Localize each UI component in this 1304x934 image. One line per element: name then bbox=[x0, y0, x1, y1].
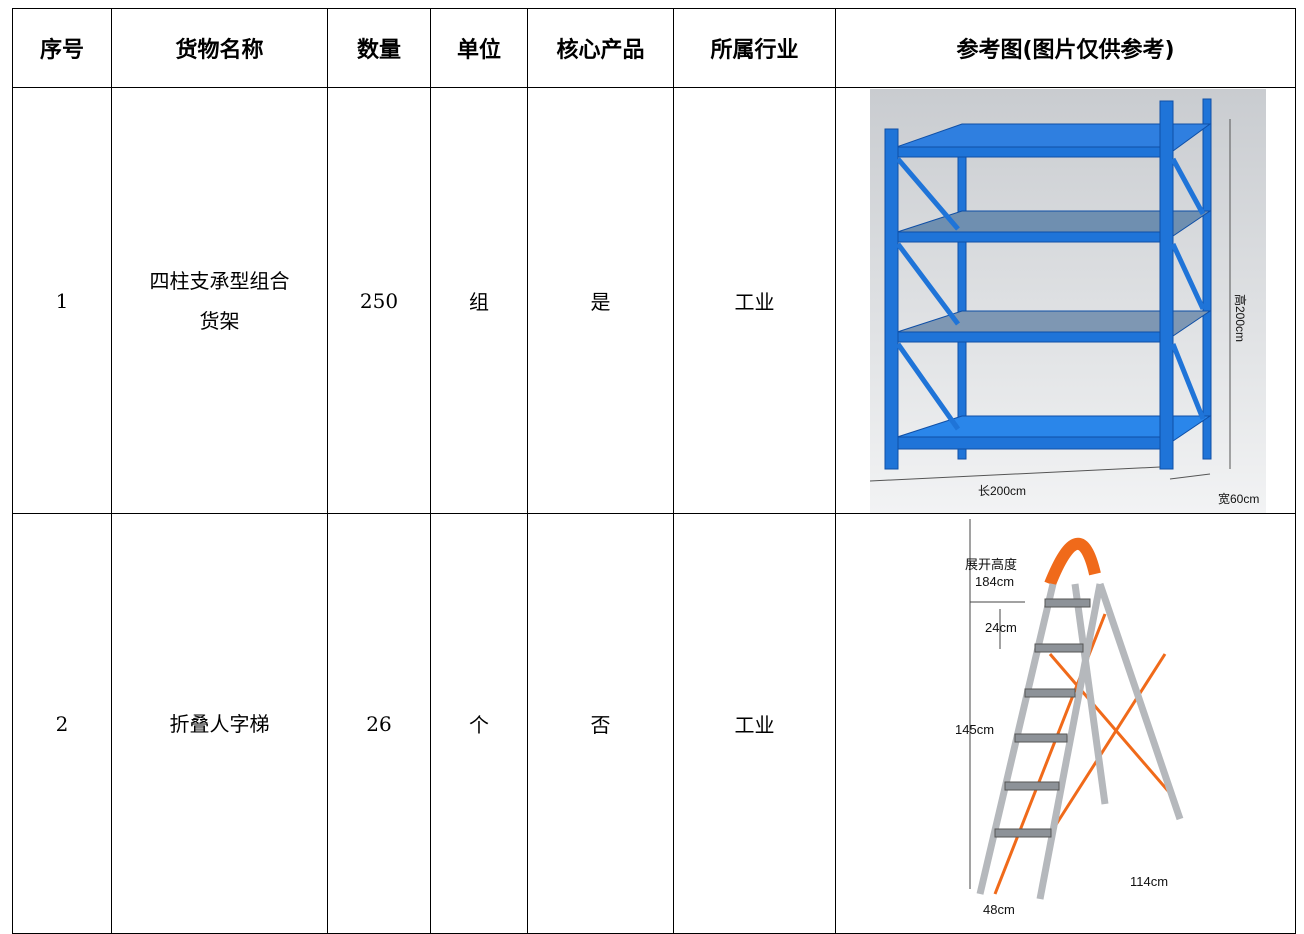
page: 序号 货物名称 数量 单位 核心产品 所属行业 参考图(图片仅供参考) 1 四柱… bbox=[12, 8, 1296, 934]
cell: 26 bbox=[327, 513, 431, 934]
header-cell: 序号 bbox=[12, 8, 112, 88]
dimension-label: 长200cm bbox=[978, 484, 1026, 498]
ladder-image: 展开高度 184cm 24cm 145cm 114cm 48cm bbox=[955, 519, 1184, 914]
header-row: 序号 货物名称 数量 单位 核心产品 所属行业 参考图(图片仅供参考) bbox=[12, 8, 1296, 88]
cell: 250 bbox=[327, 87, 431, 514]
dimension-label: 184cm bbox=[975, 574, 1014, 589]
header-cell: 货物名称 bbox=[111, 8, 328, 88]
shelf-image: 长200cm 宽60cm 高200cm bbox=[870, 88, 1266, 513]
dimension-label: 114cm bbox=[1130, 874, 1168, 889]
dimension-label: 宽60cm bbox=[1218, 491, 1259, 506]
cell: 折叠人字梯 bbox=[111, 513, 328, 934]
cell: 否 bbox=[527, 513, 674, 934]
cell: 是 bbox=[527, 87, 674, 514]
cell: 个 bbox=[430, 513, 528, 934]
table-row: 1 四柱支承型组合货架 250 组 是 工业 bbox=[12, 87, 1296, 514]
dimension-label: 24cm bbox=[985, 620, 1017, 635]
cell: 2 bbox=[12, 513, 112, 934]
goods-table: 序号 货物名称 数量 单位 核心产品 所属行业 参考图(图片仅供参考) 1 四柱… bbox=[12, 8, 1296, 934]
dimension-label: 展开高度 bbox=[965, 557, 1017, 572]
cell: 1 bbox=[12, 87, 112, 514]
dimension-label: 145cm bbox=[955, 722, 994, 737]
cell-text: 四柱支承型组合货架 bbox=[149, 268, 290, 333]
image-cell: 展开高度 184cm 24cm 145cm 114cm 48cm bbox=[835, 513, 1296, 934]
header-cell: 数量 bbox=[327, 8, 431, 88]
header-cell: 核心产品 bbox=[527, 8, 674, 88]
header-cell: 单位 bbox=[430, 8, 528, 88]
header-cell: 所属行业 bbox=[673, 8, 836, 88]
cell: 组 bbox=[430, 87, 528, 514]
dimension-label: 48cm bbox=[983, 902, 1015, 914]
dimension-label: 高200cm bbox=[1233, 294, 1248, 342]
cell: 工业 bbox=[673, 87, 836, 514]
cell-text: 折叠人字梯 bbox=[169, 711, 270, 736]
image-cell: 长200cm 宽60cm 高200cm bbox=[835, 87, 1296, 514]
cell: 四柱支承型组合货架 bbox=[111, 87, 328, 514]
table-row: 2 折叠人字梯 26 个 否 工业 bbox=[12, 513, 1296, 934]
header-cell: 参考图(图片仅供参考) bbox=[835, 8, 1296, 88]
cell: 工业 bbox=[673, 513, 836, 934]
